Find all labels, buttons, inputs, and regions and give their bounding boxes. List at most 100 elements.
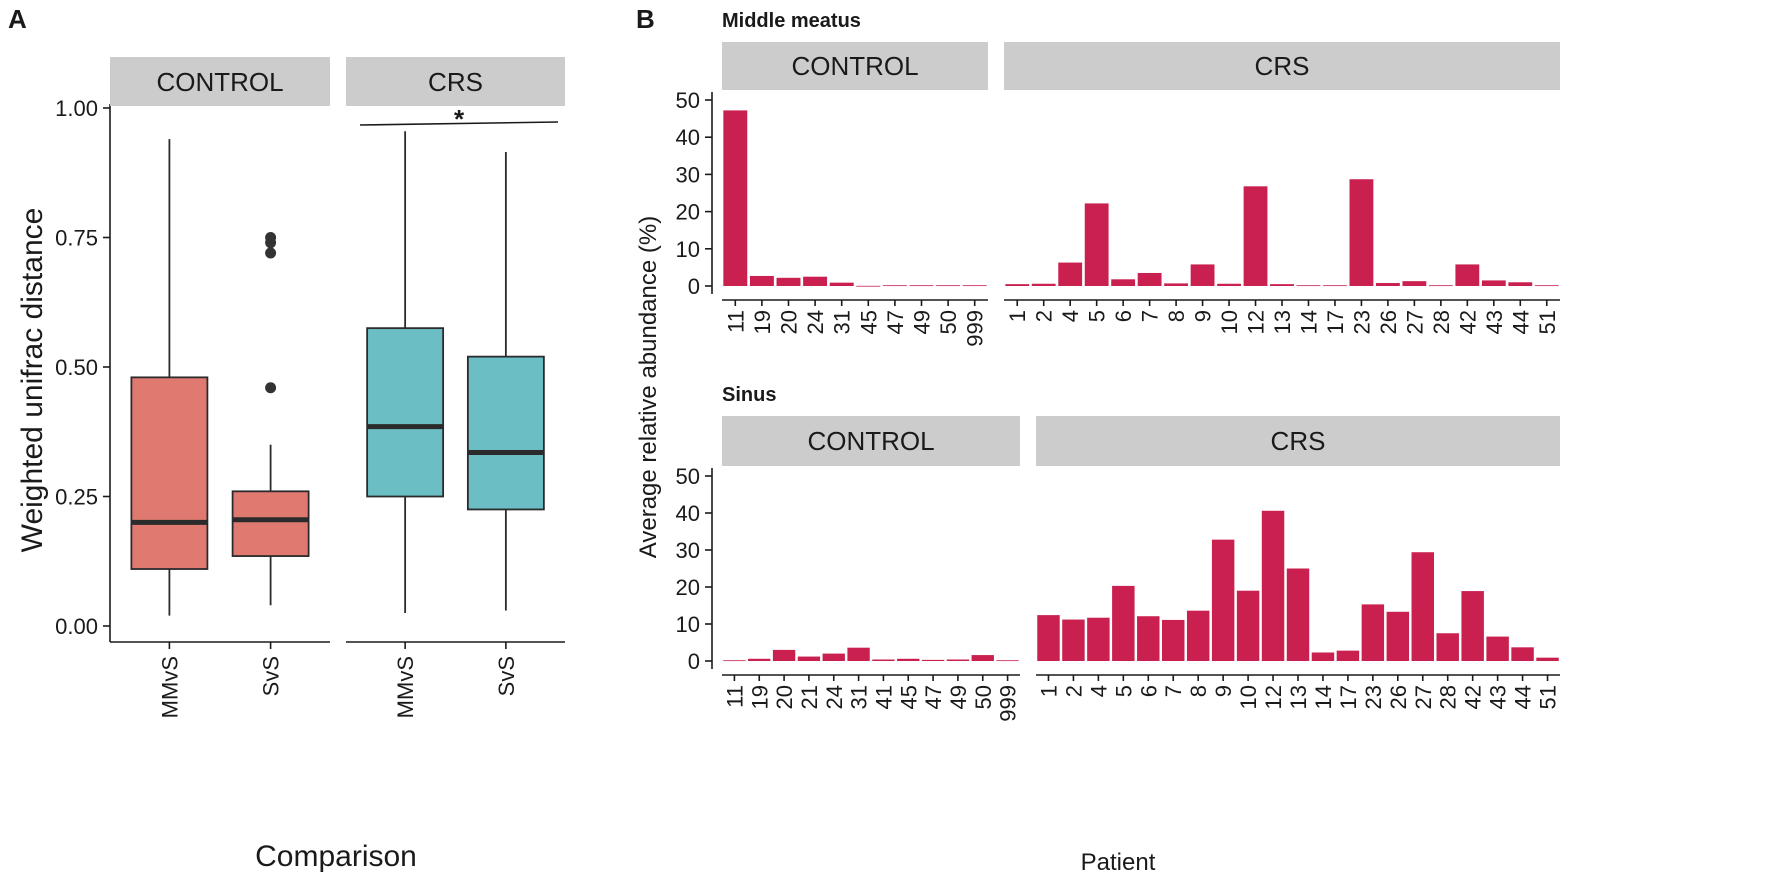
sinus-x-tick-label: 999 — [996, 685, 1021, 722]
middle-meatus-bar — [1217, 283, 1241, 286]
middle-meatus-bar — [909, 285, 934, 287]
middle-meatus-x-tick-label: 8 — [1164, 310, 1189, 322]
middle-meatus-x-tick-label: 19 — [750, 310, 775, 334]
middle-meatus-bar — [1296, 285, 1321, 287]
sinus-bar — [897, 658, 920, 661]
middle-meatus-x-tick-label: 43 — [1482, 310, 1507, 334]
sinus-bar — [1436, 633, 1459, 661]
sinus-bar — [1211, 539, 1235, 661]
middle-meatus-x-tick-label: 42 — [1455, 310, 1480, 334]
panel-a-y-tick-label: 0.50 — [55, 355, 98, 380]
middle-meatus-bar — [723, 110, 748, 286]
middle-meatus-x-tick-label: 47 — [883, 310, 908, 334]
sinus-x-tick-label: 9 — [1211, 685, 1236, 697]
sinus-strip-label: CRS — [1271, 426, 1326, 456]
middle-meatus-bar — [962, 285, 987, 287]
sinus-bar — [1411, 552, 1434, 661]
sinus-x-tick-label: 13 — [1286, 685, 1311, 709]
middle-meatus-x-tick-label: 45 — [856, 310, 881, 334]
panel-a-letter: A — [8, 4, 27, 34]
sinus-x-tick-label: 5 — [1111, 685, 1136, 697]
sinus-bar — [1112, 585, 1135, 661]
middle-meatus-x-tick-label: 50 — [936, 310, 961, 334]
panel-a-x-tick-label: SvS — [259, 656, 284, 696]
middle-meatus-bar — [1508, 282, 1533, 286]
middle-meatus-x-tick-label: 14 — [1296, 310, 1321, 334]
middle-meatus-bar — [1323, 285, 1347, 287]
middle-meatus-x-tick-label: 12 — [1244, 310, 1269, 334]
sinus-strip-label: CONTROL — [807, 426, 934, 456]
box-outlier — [265, 232, 277, 243]
sinus-bar — [1236, 590, 1260, 661]
middle-meatus-x-tick-label: 23 — [1349, 310, 1374, 334]
box-crs-svs — [466, 355, 545, 511]
sinus-x-tick-label: 26 — [1386, 685, 1411, 709]
middle-meatus-x-tick-label: 44 — [1508, 310, 1533, 334]
box-control-mmvs — [130, 376, 209, 570]
sinus-bar — [1137, 616, 1160, 661]
chart-layer: 0.00 0.25 0.50 0.75 1.00 CONTROL MMvS SvS CRS MMv… — [55, 42, 1561, 722]
middle-meatus-bar — [1349, 179, 1374, 286]
sinus-x-tick-label: 2 — [1061, 685, 1086, 697]
sinus-bar — [872, 659, 895, 661]
sinus-y-tick-label: 20 — [676, 575, 700, 600]
panel-a-strip-label: CONTROL — [156, 67, 283, 97]
sinus-x-tick-label: 12 — [1261, 685, 1286, 709]
middle-meatus-y-tick-label: 40 — [676, 125, 700, 150]
middle-meatus-x-tick-label: 10 — [1217, 310, 1242, 334]
sinus-bar — [1037, 615, 1060, 661]
middle-meatus-x-tick-label: 24 — [803, 310, 828, 334]
sinus-y-tick-label: 10 — [676, 612, 700, 637]
box-outlier — [265, 247, 277, 259]
middle-meatus-x-tick-label: 28 — [1429, 310, 1454, 334]
sinus-bar — [1486, 636, 1509, 661]
panel-a-x-tick-label: MMvS — [157, 656, 182, 718]
sinus-x-tick-label: 8 — [1186, 685, 1211, 697]
sinus-x-tick-label: 41 — [871, 685, 896, 709]
middle-meatus-x-tick-label: 31 — [830, 310, 855, 334]
middle-meatus-x-tick-label: 4 — [1058, 310, 1083, 322]
sinus-strip-crs — [1036, 416, 1560, 466]
middle-meatus-bar — [1084, 203, 1109, 286]
significance-star: * — [454, 104, 465, 134]
middle-meatus-x-tick-label: 1 — [1005, 310, 1030, 322]
box-outlier — [265, 382, 277, 394]
significance-bar — [359, 121, 559, 126]
box-control-svs — [231, 490, 310, 557]
box-crs-mmvs — [366, 327, 445, 498]
middle-meatus-bar — [1111, 279, 1136, 286]
sinus-bar — [822, 653, 845, 661]
middle-meatus-bar — [803, 276, 828, 286]
sinus-bar — [748, 658, 771, 661]
middle-meatus-bar — [1375, 283, 1400, 286]
sinus-bar — [1361, 604, 1385, 661]
sinus-x-tick-label: 1 — [1036, 685, 1061, 697]
sinus-x-tick-label: 43 — [1486, 685, 1511, 709]
middle-meatus-x-tick-label: 26 — [1376, 310, 1401, 334]
middle-meatus-x-tick-label: 20 — [777, 310, 802, 334]
sinus-y-tick-label: 0 — [688, 649, 700, 674]
sinus-bar — [1162, 619, 1185, 661]
middle-meatus-y-tick-label: 10 — [676, 237, 700, 262]
sinus-x-tick-label: 7 — [1161, 685, 1186, 697]
sinus-bar — [1311, 652, 1335, 661]
sinus-x-tick-label: 20 — [772, 685, 797, 709]
sinus-bar — [1386, 611, 1410, 661]
middle-meatus-x-tick-label: 13 — [1270, 310, 1295, 334]
sinus-x-tick-label: 10 — [1236, 685, 1261, 709]
sinus-bar — [723, 660, 746, 662]
sinus-x-tick-label: 27 — [1411, 685, 1436, 709]
sinus-bar — [1261, 510, 1285, 661]
sinus-x-tick-label: 24 — [822, 685, 847, 709]
sinus-x-tick-label: 49 — [946, 685, 971, 709]
sinus-x-tick-label: 17 — [1336, 685, 1361, 709]
sinus-y-tick-label: 50 — [676, 464, 700, 489]
middle-meatus-x-tick-label: 6 — [1111, 310, 1136, 322]
sinus-bar — [971, 655, 994, 661]
sinus-x-tick-label: 45 — [896, 685, 921, 709]
sinus-x-tick-label: 47 — [921, 685, 946, 709]
sinus-title: Sinus — [722, 384, 776, 406]
panel-a-ylabel: Weighted unifrac distance — [16, 208, 49, 553]
sinus-x-tick-label: 42 — [1461, 685, 1486, 709]
sinus-x-tick-label: 19 — [747, 685, 772, 709]
